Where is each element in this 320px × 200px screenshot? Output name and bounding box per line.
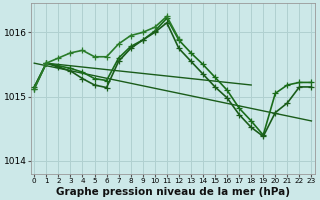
X-axis label: Graphe pression niveau de la mer (hPa): Graphe pression niveau de la mer (hPa)	[56, 187, 290, 197]
